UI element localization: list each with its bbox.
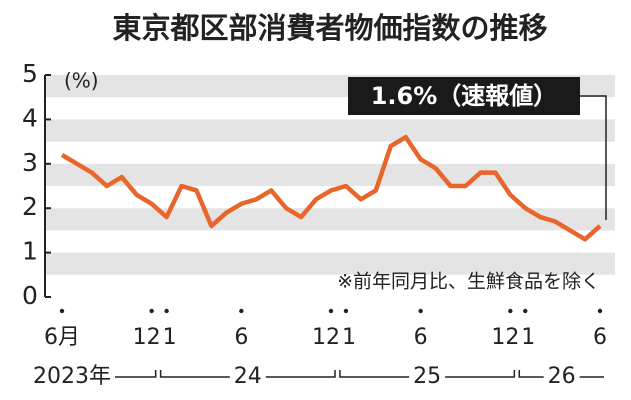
y-tick-label: 4 xyxy=(22,103,38,132)
x-tick-dot xyxy=(508,308,513,314)
y-tick-label: 0 xyxy=(22,281,38,310)
year-bracket xyxy=(445,370,516,378)
annotation-box xyxy=(348,77,580,115)
year-bracket xyxy=(339,370,410,378)
x-tick-dot xyxy=(328,308,334,314)
x-tick-dot xyxy=(59,308,65,314)
year-bracket xyxy=(115,370,157,378)
x-tick-label: 1 xyxy=(342,325,356,350)
grid-band xyxy=(45,252,615,275)
y-tick-label: 1 xyxy=(22,237,38,266)
x-tick-dot xyxy=(343,308,349,314)
year-bracket xyxy=(265,370,336,378)
x-tick-label: 6月 xyxy=(44,325,80,350)
x-tick-dot xyxy=(418,308,423,314)
grid-band xyxy=(45,163,615,186)
x-tick-dot xyxy=(164,308,169,314)
x-tick-label: 12 xyxy=(133,325,161,350)
x-tick-label: 1 xyxy=(521,325,535,350)
x-tick-dot xyxy=(149,308,154,314)
year-label: 2023年 xyxy=(33,364,111,389)
year-label: 24 xyxy=(234,364,262,389)
x-tick-dot xyxy=(239,308,244,314)
note: ※前年同月比、生鮮食品を除く xyxy=(337,271,600,293)
annotation: 1.6%（速報値） xyxy=(371,82,558,110)
data-line xyxy=(60,134,602,242)
year-bracket xyxy=(159,370,230,378)
x-tick-label: 12 xyxy=(312,325,340,350)
year-label: 25 xyxy=(413,364,441,389)
y-tick-label: 3 xyxy=(22,148,38,177)
y-unit: (%) xyxy=(64,69,99,93)
y-tick-label: 5 xyxy=(22,59,38,88)
annotation-leader xyxy=(580,95,607,220)
year-label: 26 xyxy=(548,364,576,389)
x-tick-dot xyxy=(523,308,528,314)
y-tick-label: 2 xyxy=(22,192,38,221)
x-tick-label: 12 xyxy=(491,325,519,350)
x-tick-label: 6 xyxy=(593,325,607,350)
x-tick-label: 6 xyxy=(234,325,248,350)
x-tick-label: 6 xyxy=(414,325,428,350)
grid-band xyxy=(45,208,615,231)
chart-title: 東京都区部消費者物価指数の推移 xyxy=(112,11,547,45)
x-tick-label: 1 xyxy=(163,325,177,350)
x-tick-dot xyxy=(597,308,603,314)
year-bracket xyxy=(518,370,544,378)
grid-band xyxy=(45,119,615,142)
